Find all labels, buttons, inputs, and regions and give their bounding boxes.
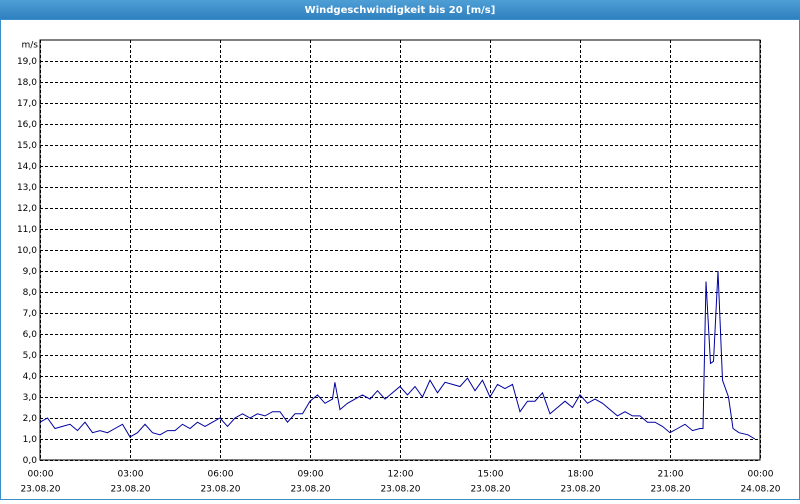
y-unit: m/s: [22, 41, 39, 51]
y-tick-label: 0,0: [23, 456, 38, 466]
y-tick-label: 8,0: [23, 288, 38, 298]
x-tick-label: 15:00: [478, 470, 504, 480]
data-line: [39, 270, 756, 440]
x-tick-date: 23.08.20: [380, 485, 420, 495]
y-tick-label: 19,0: [17, 57, 37, 67]
y-tick-label: 16,0: [17, 120, 37, 130]
y-tick-label: 11,0: [17, 225, 37, 235]
y-tick-label: 3,0: [23, 393, 38, 403]
y-tick-label: 13,0: [17, 183, 37, 193]
y-tick-label: 18,0: [17, 78, 37, 88]
y-tick-label: 2,0: [23, 414, 38, 424]
y-tick-label: 7,0: [23, 309, 38, 319]
x-tick-label: 00:00: [28, 470, 54, 480]
chart-title: Windgeschwindigkeit bis 20 [m/s]: [305, 5, 496, 16]
x-tick-date: 23.08.20: [290, 485, 330, 495]
x-tick-label: 21:00: [658, 470, 684, 480]
y-tick-label: 10,0: [17, 246, 37, 256]
y-tick-label: 5,0: [23, 351, 38, 361]
x-tick-label: 09:00: [298, 470, 324, 480]
y-tick-label: 6,0: [23, 330, 38, 340]
y-tick-label: 15,0: [17, 141, 37, 151]
x-tick-label: 00:00: [748, 470, 774, 480]
x-tick-label: 12:00: [388, 470, 414, 480]
x-tick-date: 23.08.20: [200, 485, 240, 495]
y-tick-label: 1,0: [23, 435, 38, 445]
x-tick-label: 03:00: [118, 470, 144, 480]
x-tick-label: 06:00: [208, 470, 234, 480]
title-bar: [0, 0, 800, 19]
x-tick-date: 23.08.20: [20, 485, 60, 495]
y-tick-label: 14,0: [17, 162, 37, 172]
y-tick-label: 17,0: [17, 99, 37, 109]
x-tick-label: 18:00: [568, 470, 594, 480]
x-tick-date: 24.08.20: [740, 485, 780, 495]
x-tick-date: 23.08.20: [470, 485, 510, 495]
y-tick-label: 12,0: [17, 204, 37, 214]
x-tick-date: 23.08.20: [650, 485, 690, 495]
y-tick-label: 9,0: [23, 267, 38, 277]
x-tick-date: 23.08.20: [110, 485, 150, 495]
x-tick-date: 23.08.20: [560, 485, 600, 495]
y-tick-label: 4,0: [23, 372, 38, 382]
